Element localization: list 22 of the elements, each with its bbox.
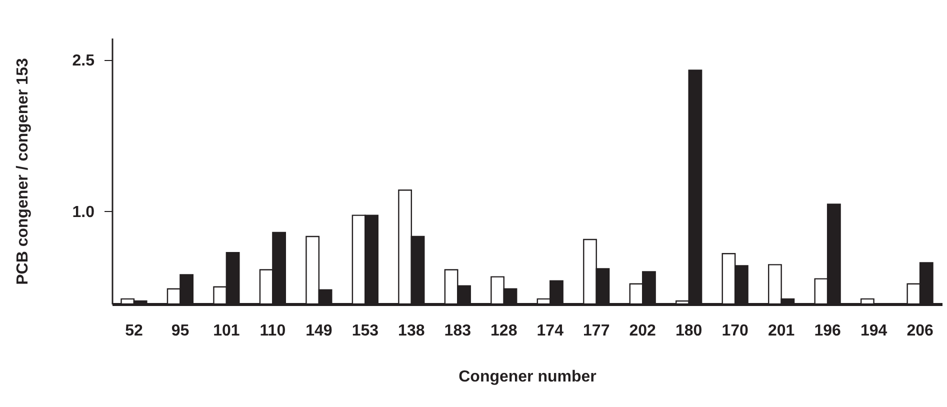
x-tick-label: 149 <box>306 322 332 340</box>
x-tick-label: 95 <box>171 322 190 340</box>
x-tick-label: 170 <box>722 322 749 340</box>
x-tick-label: 201 <box>768 322 795 340</box>
x-tick-label: 138 <box>398 322 425 340</box>
x-tick-label: 174 <box>536 322 564 340</box>
x-tick-label: 101 <box>213 322 240 340</box>
y-axis-title: PCB congener / congener 153 <box>14 58 32 285</box>
x-tick-label: 52 <box>125 322 143 340</box>
x-tick-label: 196 <box>814 322 841 340</box>
x-tick-label: 180 <box>675 322 702 340</box>
y-tick-label: 1.0 <box>72 204 95 221</box>
x-tick-label: 206 <box>906 322 934 340</box>
x-tick-label: 128 <box>490 322 518 340</box>
y-tick-label: 2.5 <box>72 52 95 70</box>
x-tick-label: 153 <box>352 322 379 340</box>
x-axis-title: Congener number <box>458 368 596 386</box>
x-tick-label: 202 <box>629 322 656 340</box>
x-tick-label: 183 <box>444 322 472 340</box>
x-tick-label: 110 <box>260 322 286 340</box>
x-tick-label: 177 <box>583 322 610 340</box>
x-tick-label: 194 <box>860 322 888 340</box>
